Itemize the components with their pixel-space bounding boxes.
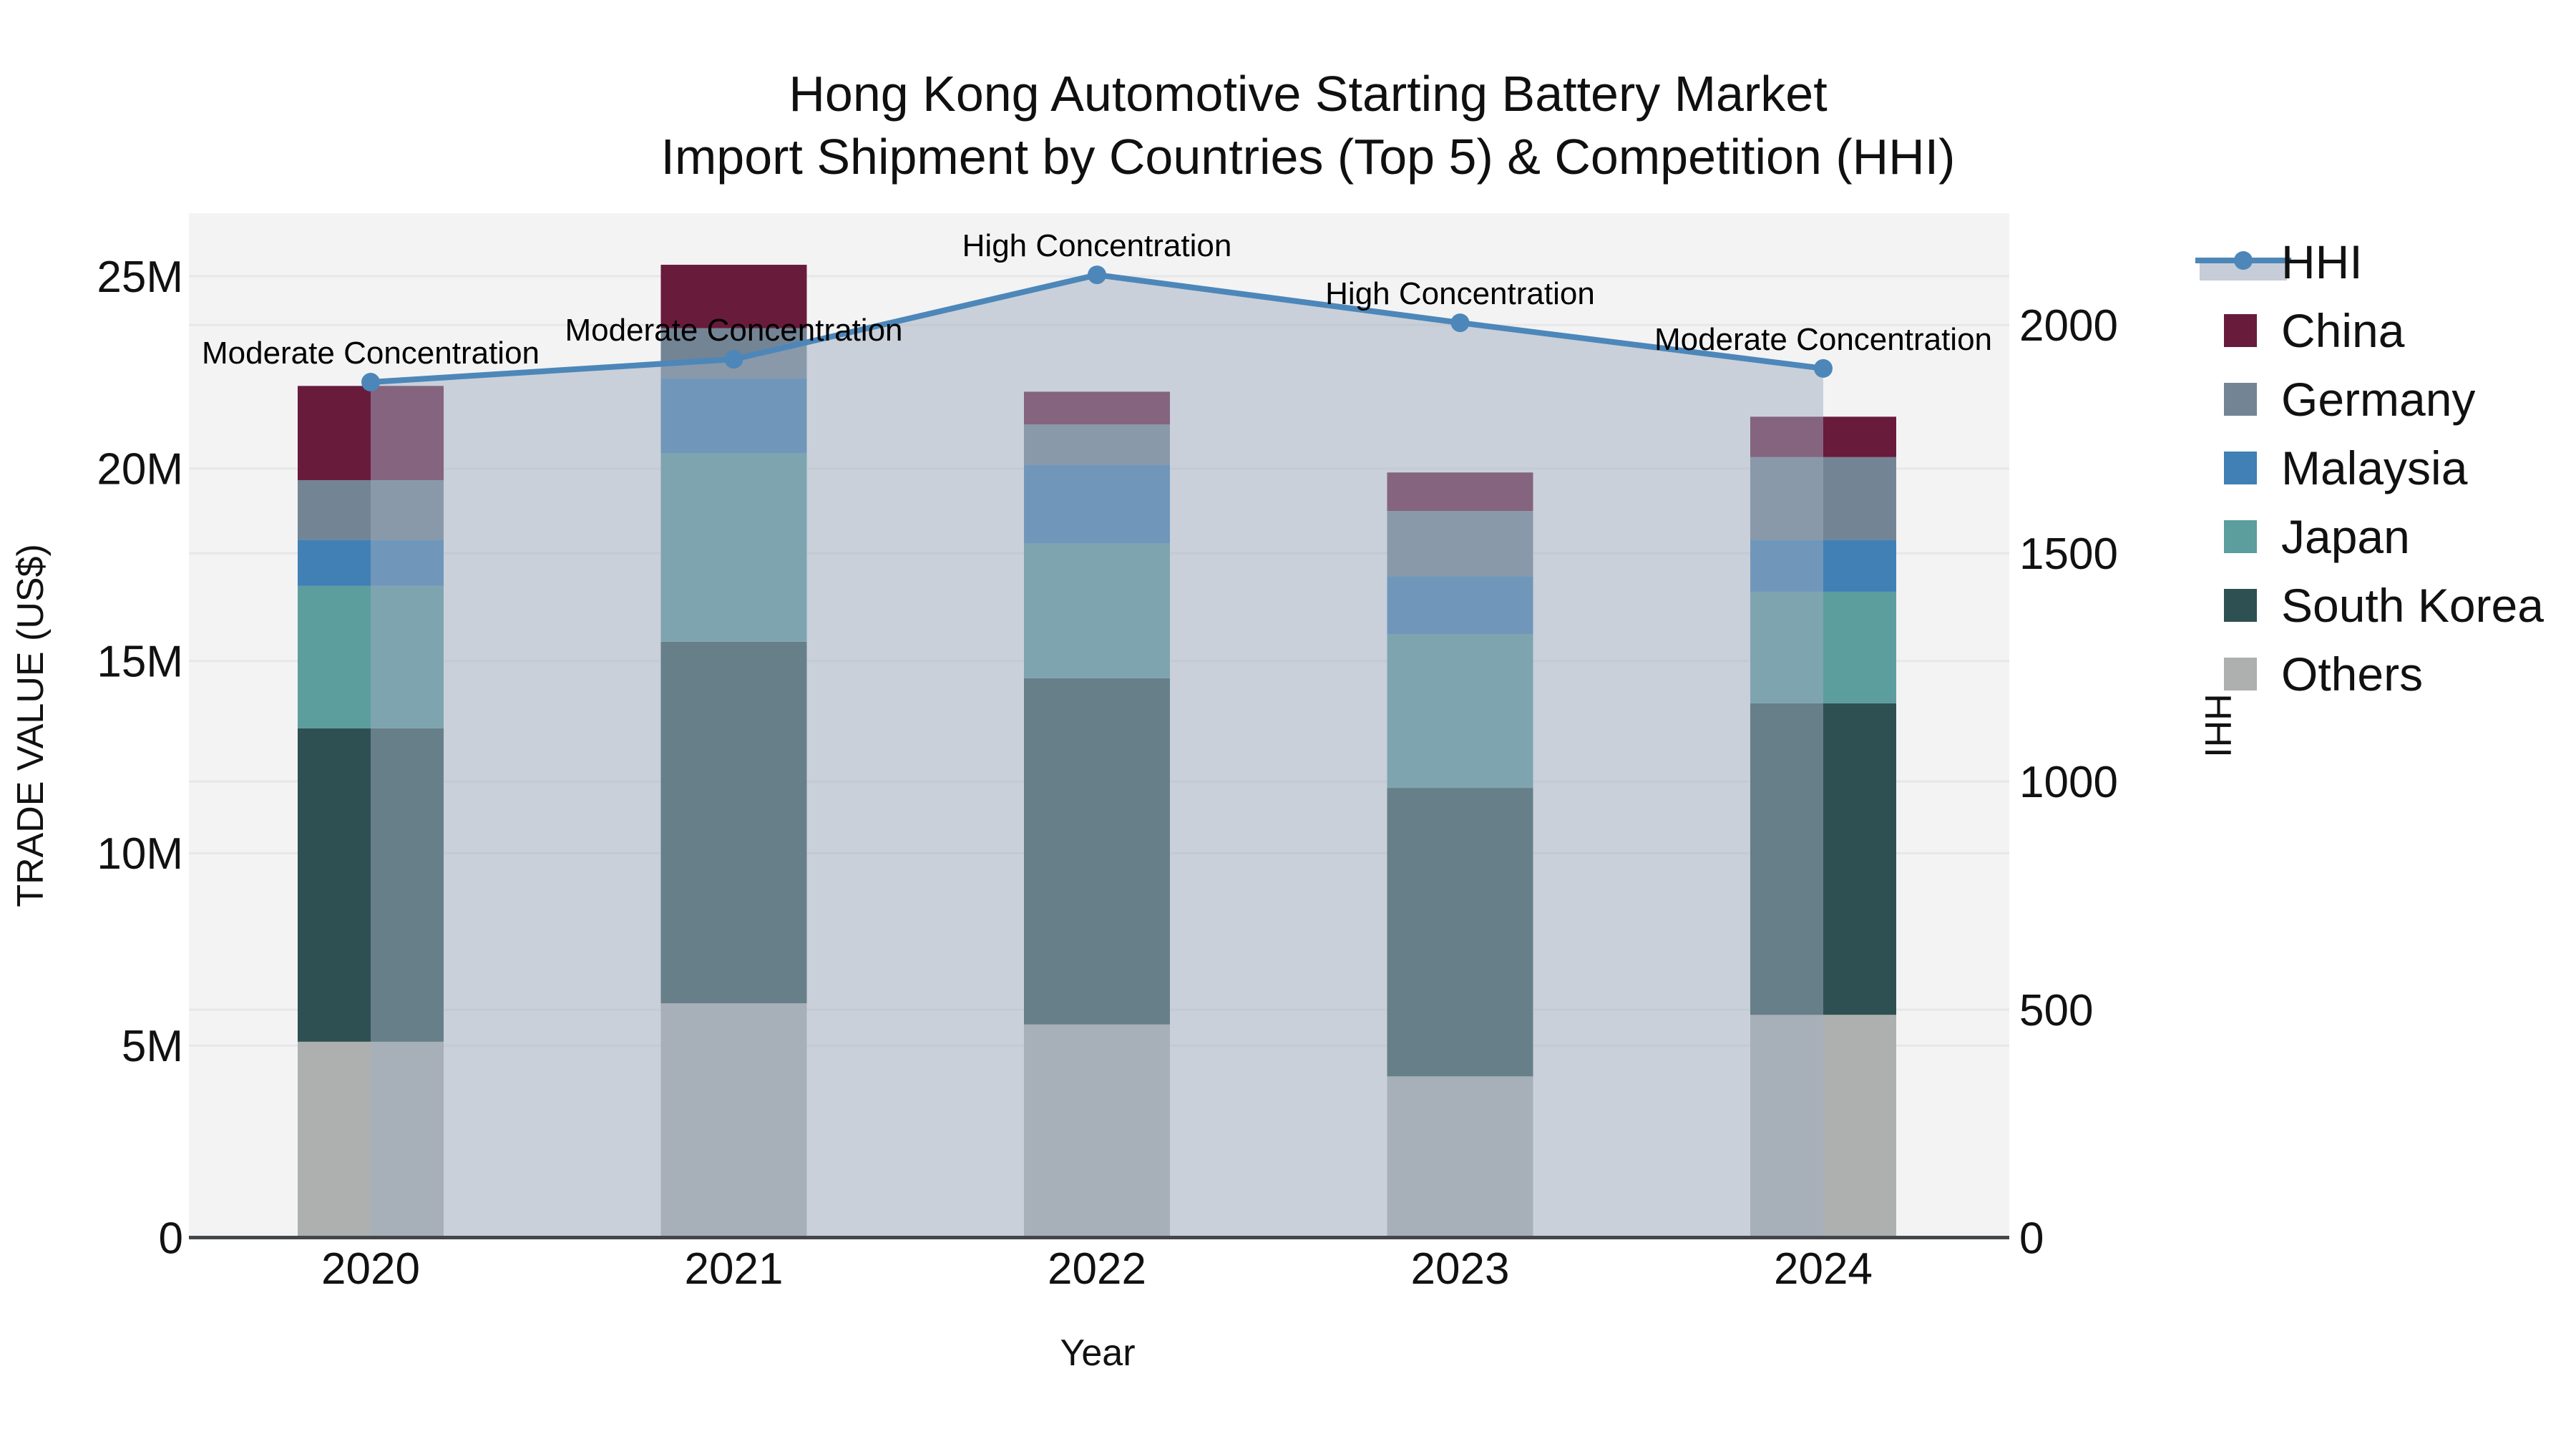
y2-tick-1500: 1500 [2019, 530, 2118, 579]
y2-tick-500: 500 [2019, 986, 2093, 1035]
chart-title-line1: Hong Kong Automotive Starting Battery Ma… [789, 66, 1827, 122]
x-axis-title: Year [1060, 1332, 1135, 1374]
y-axis-title: TRADE VALUE (US$) [10, 544, 52, 907]
annotation-2021: Moderate Concentration [565, 313, 902, 348]
bar-segment-2021-china [660, 265, 807, 328]
x-tick-2022: 2022 [1048, 1244, 1146, 1294]
legend-swatch-china [2224, 314, 2257, 347]
legend: HHI China Germany Malaysia Japan South Korea O… [2195, 235, 2544, 701]
y-tick-0: 0 [159, 1214, 183, 1264]
hhi-legend-marker [2234, 251, 2253, 270]
annotation-2024: Moderate Concentration [1654, 322, 1992, 357]
legend-label-japan: Japan [2281, 510, 2410, 563]
legend-item-hhi[interactable]: HHI [2195, 235, 2363, 288]
annotation-2022: High Concentration [962, 228, 1232, 263]
legend-item-germany[interactable]: Germany [2224, 373, 2475, 426]
y2-axis-title: HHI [2197, 693, 2238, 758]
legend-label-malaysia: Malaysia [2281, 441, 2468, 494]
y-tick-25M: 25M [97, 253, 183, 302]
hhi-marker-2021 [724, 350, 743, 369]
annotation-2020: Moderate Concentration [202, 336, 540, 371]
hhi-marker-2024 [1814, 358, 1833, 378]
x-tick-2024: 2024 [1774, 1244, 1873, 1294]
legend-label-south-korea: South Korea [2281, 579, 2544, 632]
hhi-marker-2020 [361, 373, 380, 392]
legend-label-china: China [2281, 304, 2405, 357]
y-tick-5M: 5M [122, 1022, 183, 1071]
y2-tick-0: 0 [2019, 1214, 2044, 1264]
legend-swatch-others [2224, 658, 2257, 691]
y-tick-10M: 10M [97, 829, 183, 879]
legend-item-south-korea[interactable]: South Korea [2224, 579, 2544, 632]
x-tick-2020: 2020 [321, 1244, 420, 1294]
y2-tick-2000: 2000 [2019, 301, 2118, 351]
legend-label-others: Others [2281, 648, 2423, 701]
legend-item-others[interactable]: Others [2224, 648, 2423, 701]
x-tick-2021: 2021 [685, 1244, 784, 1294]
legend-item-malaysia[interactable]: Malaysia [2224, 441, 2468, 494]
legend-swatch-germany [2224, 383, 2257, 416]
legend-item-china[interactable]: China [2224, 304, 2405, 357]
y-tick-15M: 15M [97, 637, 183, 686]
legend-label-hhi: HHI [2281, 235, 2363, 288]
legend-label-germany: Germany [2281, 373, 2475, 426]
legend-swatch-south-korea [2224, 589, 2257, 622]
hhi-area-fill [371, 275, 1823, 1239]
hhi-marker-2023 [1450, 313, 1470, 333]
legend-swatch-japan [2224, 520, 2257, 553]
y2-tick-1000: 1000 [2019, 758, 2118, 807]
hhi-marker-2022 [1088, 265, 1106, 285]
annotation-2023: High Concentration [1325, 276, 1595, 311]
chart-title-line2: Import Shipment by Countries (Top 5) & C… [661, 129, 1956, 185]
legend-swatch-malaysia [2224, 452, 2257, 484]
x-tick-2023: 2023 [1411, 1244, 1510, 1294]
y-tick-20M: 20M [97, 445, 183, 494]
x-axis-line [189, 1236, 2009, 1239]
legend-item-japan[interactable]: Japan [2224, 510, 2410, 563]
